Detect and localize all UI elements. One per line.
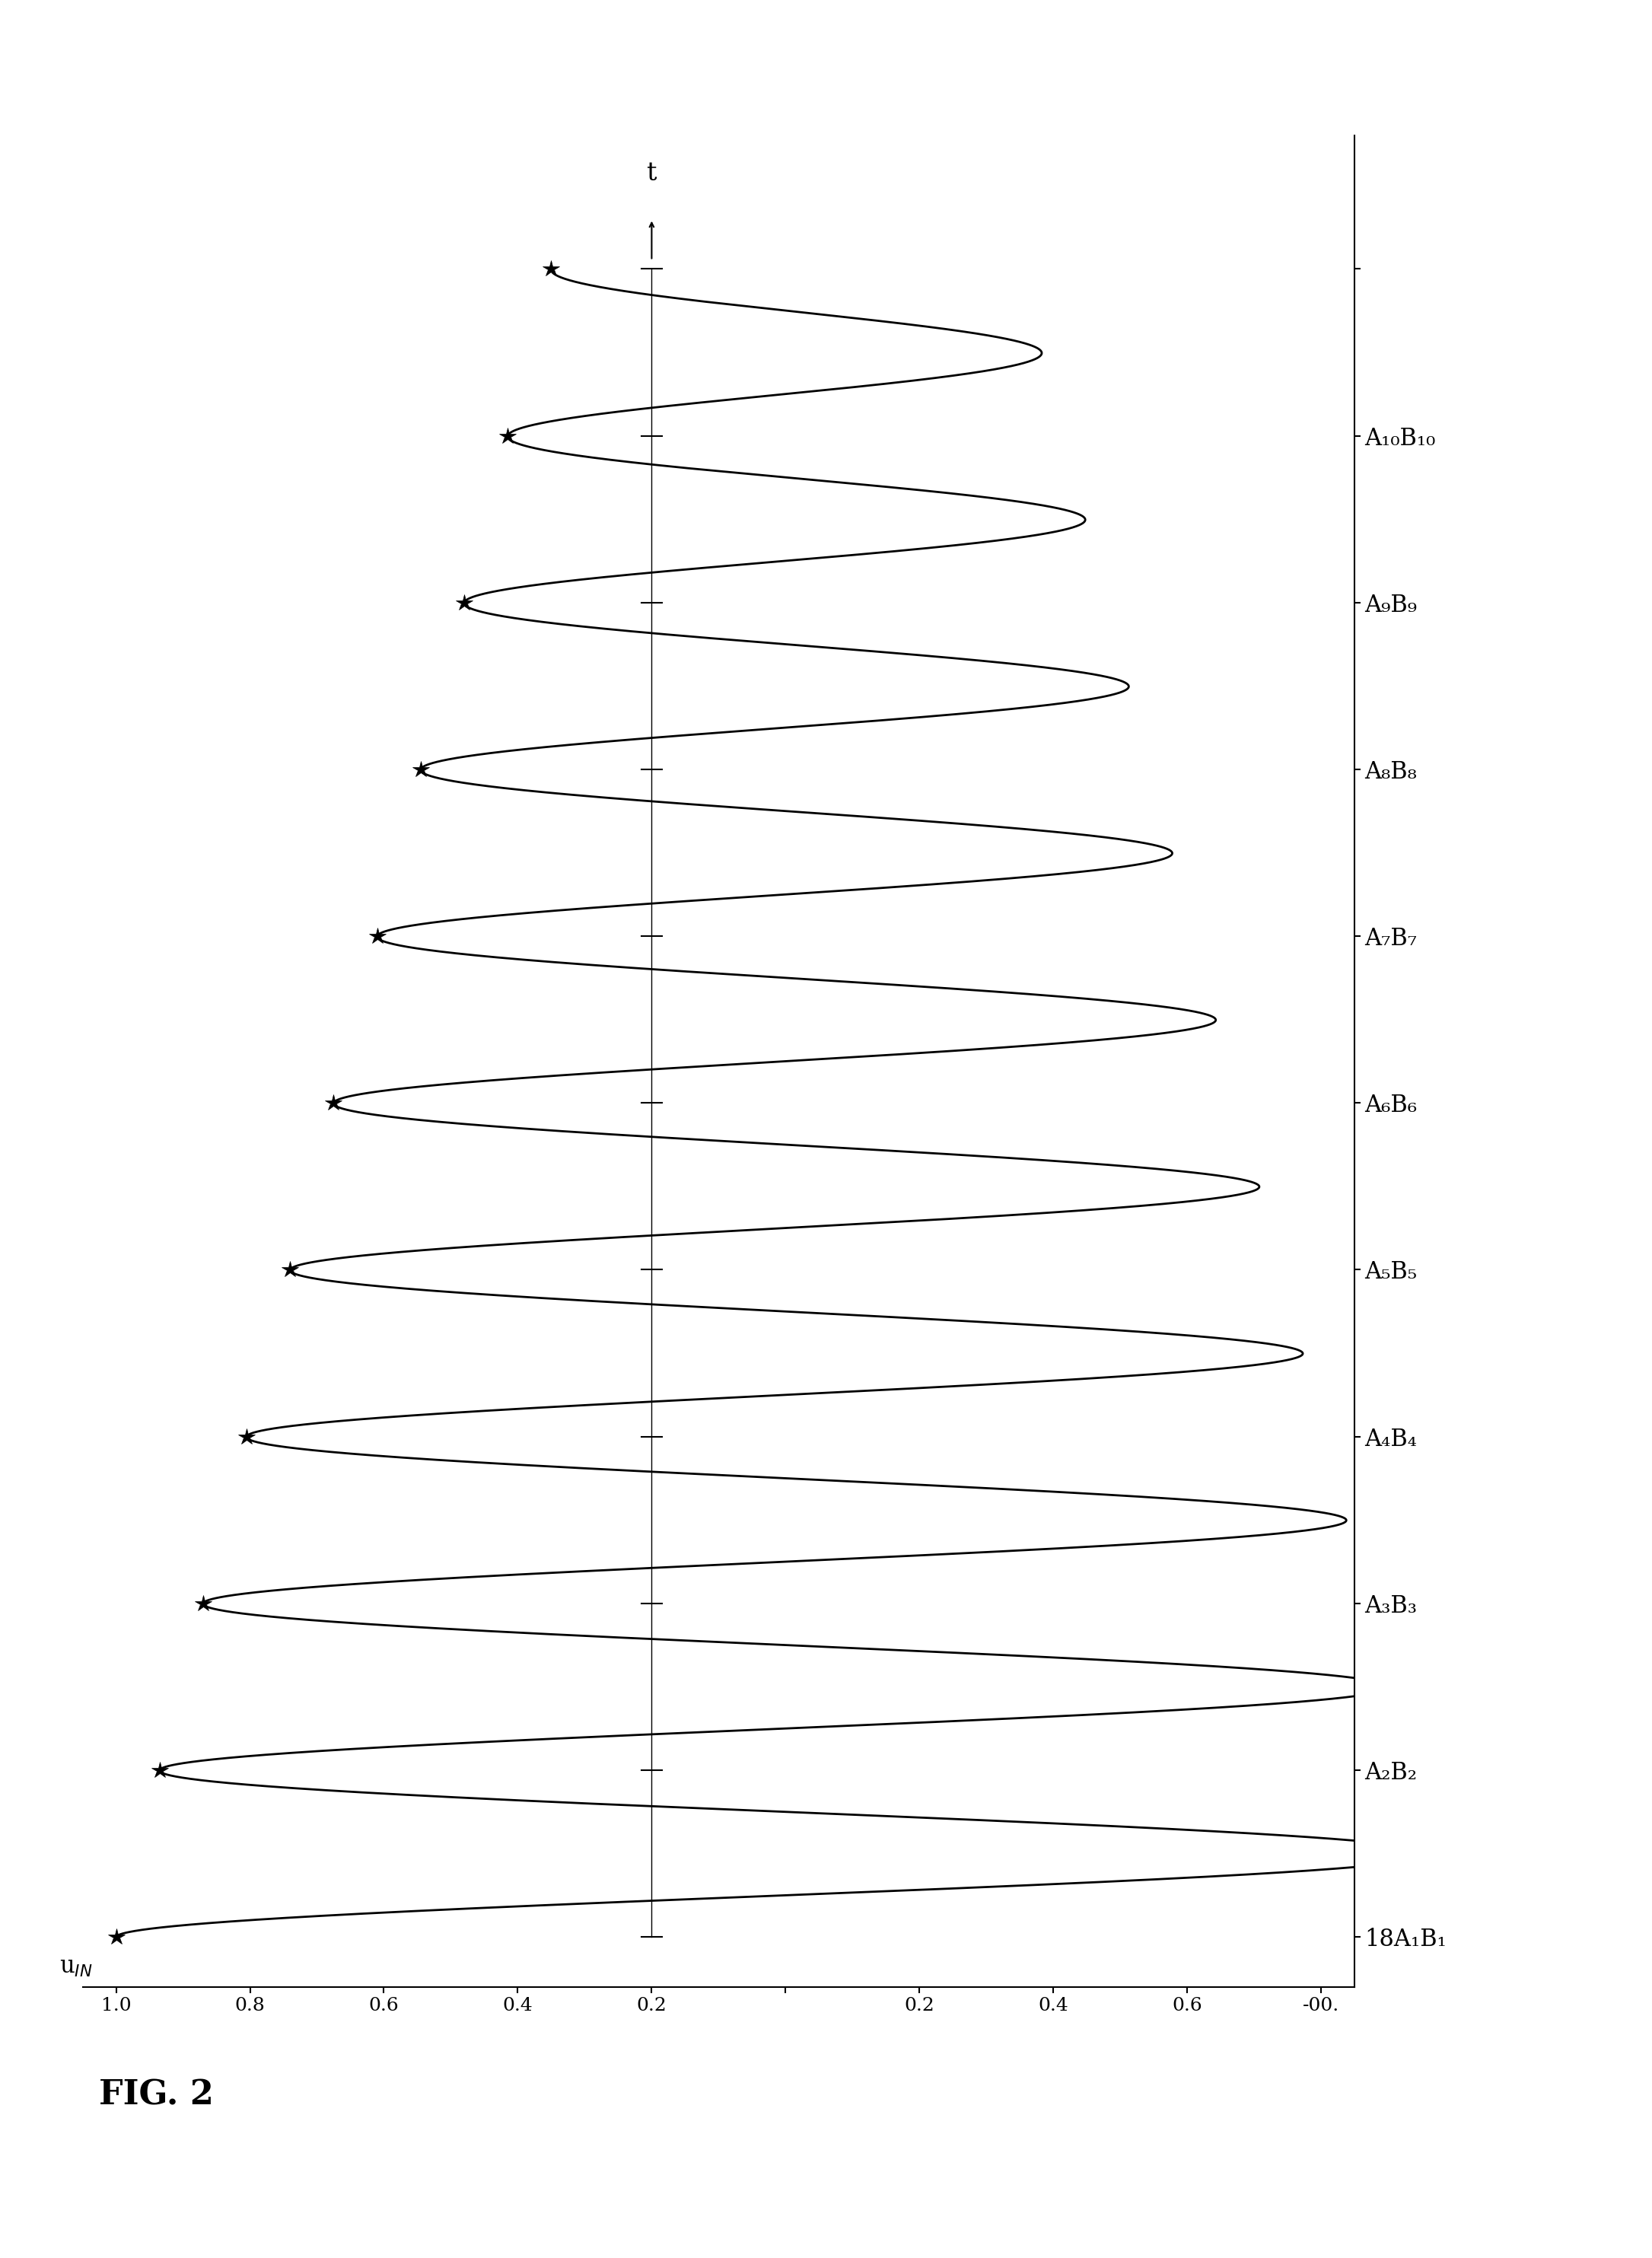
Text: FIG. 2: FIG. 2 bbox=[99, 2080, 213, 2111]
Text: u$_{IN}$: u$_{IN}$ bbox=[59, 1955, 93, 1978]
Text: t: t bbox=[646, 160, 657, 185]
